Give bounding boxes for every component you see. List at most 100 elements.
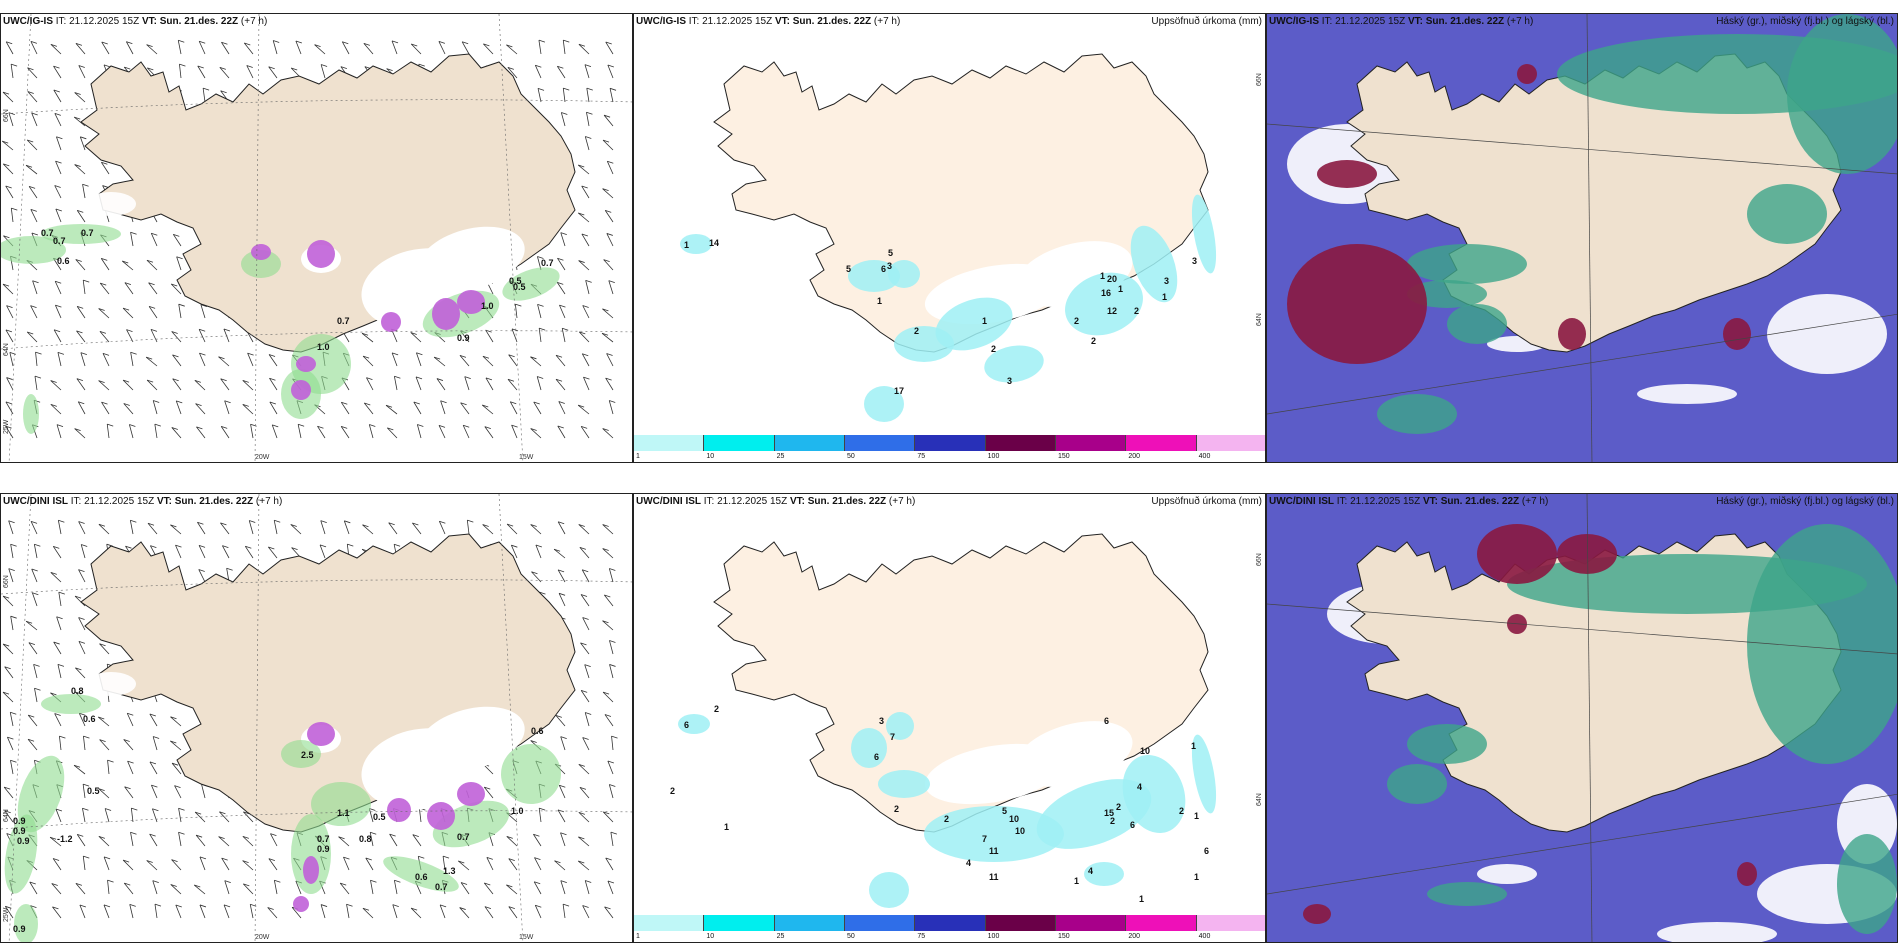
value-label: 0.6	[83, 714, 96, 724]
value-label: 1	[1100, 271, 1105, 281]
value-label: 15	[1104, 808, 1114, 818]
value-label: 2	[714, 704, 719, 714]
value-label: 2	[914, 326, 919, 336]
value-label: 0.5	[87, 786, 100, 796]
panel-cloud-top: UWC/IG-IS IT: 21.12.2025 15Z VT: Sun. 21…	[1266, 13, 1898, 463]
colorbar-segment	[985, 435, 1056, 451]
value-label: 0.9	[13, 816, 26, 826]
colorbar-label: 75	[917, 933, 926, 940]
value-label: 11	[989, 872, 999, 882]
value-label: 2	[944, 814, 949, 824]
value-label: 6	[684, 720, 689, 730]
value-label: 1	[1118, 284, 1123, 294]
lon-label: 20W	[255, 454, 270, 461]
lat-label: 64N	[1256, 313, 1263, 326]
colorbar-label: 75	[917, 453, 926, 460]
value-label: 16	[1101, 288, 1111, 298]
lat-label: 64N	[3, 809, 10, 822]
lat-label: 66N	[1256, 553, 1263, 566]
value-label: 3	[1007, 376, 1012, 386]
value-label: 2	[1179, 806, 1184, 816]
value-label: 1.0	[481, 301, 494, 311]
value-label: 0.7	[337, 316, 350, 326]
value-label: -1.2	[57, 834, 73, 844]
colorbar-label: 400	[1198, 933, 1211, 940]
value-label: 1.3	[443, 866, 456, 876]
colorbar-segment	[1196, 435, 1265, 451]
colorbar-label: 25	[776, 453, 785, 460]
colorbar-segment	[634, 435, 705, 451]
value-label: 2	[1074, 316, 1079, 326]
lat-label: 66N	[3, 575, 10, 588]
value-label: 1	[684, 240, 689, 250]
value-label: 6	[1204, 846, 1209, 856]
value-label: 6	[1104, 716, 1109, 726]
colorbar-label: 10	[706, 933, 715, 940]
value-label: 0.6	[57, 256, 70, 266]
cloud-map	[1267, 14, 1897, 462]
value-label: 1	[1139, 894, 1144, 904]
value-label: 14	[709, 238, 719, 248]
value-label: 6	[874, 752, 879, 762]
value-label: 1	[724, 822, 729, 832]
value-label: 1	[982, 316, 987, 326]
colorbar-segment	[774, 915, 845, 931]
lat-label: 64N	[1256, 793, 1263, 806]
value-label: 0.7	[435, 882, 448, 892]
value-label: 0.8	[359, 834, 372, 844]
colorbar-segment	[1126, 435, 1197, 451]
value-label: 1.1	[337, 808, 350, 818]
colorbar-segment	[1055, 435, 1127, 451]
value-label: 6	[1130, 820, 1135, 830]
colorbar-segment	[774, 435, 845, 451]
value-label: 2	[1110, 816, 1115, 826]
cloud-map	[1267, 494, 1897, 942]
value-label: 0.7	[41, 228, 54, 238]
colorbar-segment	[1055, 915, 1127, 931]
value-label: 1.0	[317, 342, 330, 352]
value-label: 2.5	[301, 750, 314, 760]
value-label: 2	[991, 344, 996, 354]
lat-label: 66N	[1256, 73, 1263, 86]
panel-wind-top: UWC/IG-IS IT: 21.12.2025 15Z VT: Sun. 21…	[0, 13, 633, 463]
value-label: 2	[1091, 336, 1096, 346]
value-label: 0.7	[81, 228, 94, 238]
lat-label: 66N	[3, 109, 10, 122]
value-label: 3	[1192, 256, 1197, 266]
value-label: 0.6	[415, 872, 428, 882]
lon-label: 25W	[3, 907, 10, 922]
value-label: 7	[982, 834, 987, 844]
value-label: 5	[1002, 806, 1007, 816]
panel-header: UWC/DINI ISL IT: 21.12.2025 15Z VT: Sun.…	[3, 496, 283, 507]
panel-header: UWC/DINI ISL IT: 21.12.2025 15Z VT: Sun.…	[1269, 496, 1549, 507]
value-label: 2	[894, 804, 899, 814]
colorbar-label: 150	[1058, 453, 1070, 460]
lon-label: 25W	[3, 419, 10, 434]
colorbar-label: 50	[847, 933, 855, 940]
colorbar-label: 200	[1128, 933, 1141, 940]
value-label: 4	[1137, 782, 1142, 792]
colorbar-segment	[1126, 915, 1197, 931]
value-label: 1	[1194, 811, 1199, 821]
colorbar-segment	[844, 915, 916, 931]
colorbar-label: 10	[706, 453, 715, 460]
value-label: 1	[1194, 872, 1199, 882]
cloud-title: Háský (gr.), miðský (fj.bl.) og lágský (…	[1716, 16, 1894, 27]
value-label: 0.9	[13, 924, 26, 934]
wind-map: 0.70.70.60.70.50.71.00.91.00.50.7	[1, 14, 632, 462]
lat-label: 64N	[3, 343, 10, 356]
colorbar-label: 400	[1198, 453, 1211, 460]
colorbar-label: 100	[987, 453, 1000, 460]
colorbar-label: 50	[847, 453, 855, 460]
value-label: 0.9	[17, 836, 30, 846]
value-label: 1	[1191, 741, 1196, 751]
value-label: 5	[888, 248, 893, 258]
panel-cloud-bottom: UWC/DINI ISL IT: 21.12.2025 15Z VT: Sun.…	[1266, 493, 1898, 943]
value-label: 4	[966, 858, 971, 868]
value-label: 0.8	[71, 686, 84, 696]
value-label: 2	[670, 786, 675, 796]
precip-title: Uppsöfnuð úrkoma (mm)	[1151, 496, 1262, 507]
value-label: 0.9	[317, 844, 330, 854]
value-label: 0.7	[53, 236, 66, 246]
